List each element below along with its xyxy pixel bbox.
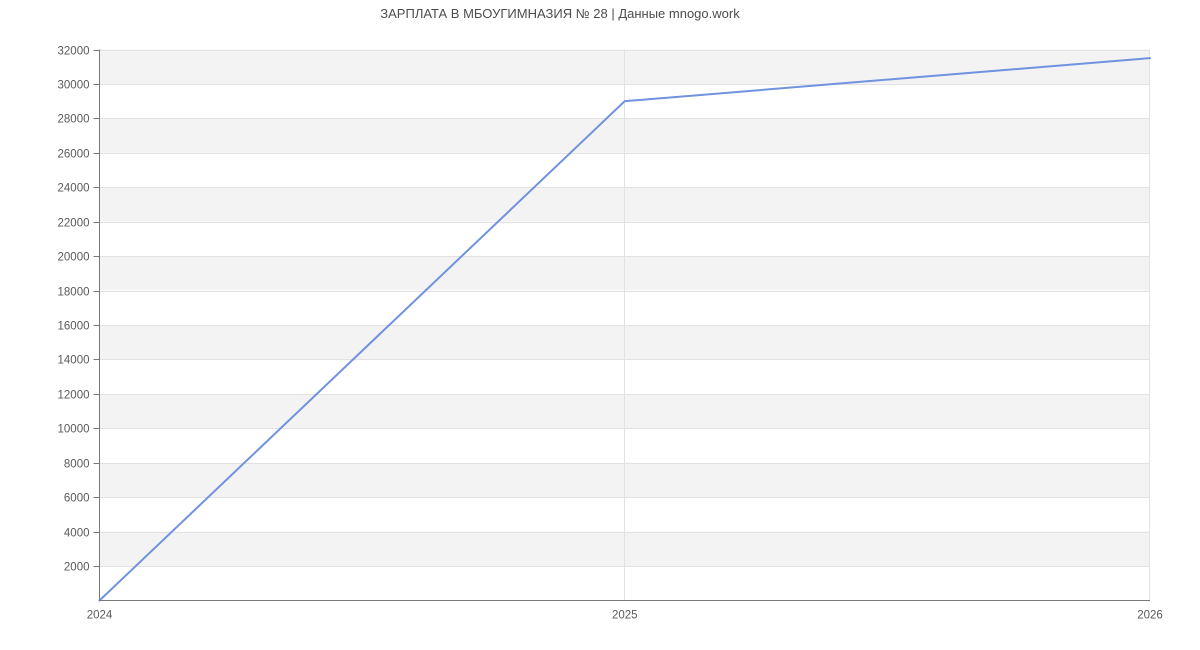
x-tick-label: 2025 — [612, 610, 638, 622]
y-tick-label: 32000 — [58, 46, 90, 58]
y-tick-label: 24000 — [58, 183, 90, 195]
y-tick-label: 2000 — [64, 562, 90, 574]
y-tick-label: 16000 — [58, 321, 90, 333]
chart-title: ЗАРПЛАТА В МБОУГИМНАЗИЯ № 28 | Данные mn… — [380, 6, 740, 21]
y-tick-label: 10000 — [58, 424, 90, 436]
y-tick-label: 6000 — [64, 493, 90, 505]
y-tick-label: 18000 — [58, 287, 90, 299]
x-tick-label: 2024 — [87, 610, 113, 622]
y-tick-label: 26000 — [58, 149, 90, 161]
x-tick-label: 2026 — [1137, 610, 1163, 622]
y-tick-label: 4000 — [64, 528, 90, 540]
y-tick-label: 14000 — [58, 355, 90, 367]
y-tick-label: 30000 — [58, 80, 90, 92]
y-tick-label: 12000 — [58, 390, 90, 402]
y-tick-label: 22000 — [58, 218, 90, 230]
y-tick-label: 20000 — [58, 252, 90, 264]
y-tick-label: 8000 — [64, 459, 90, 471]
series-line — [98, 57, 1151, 602]
y-tick-label: 28000 — [58, 114, 90, 126]
